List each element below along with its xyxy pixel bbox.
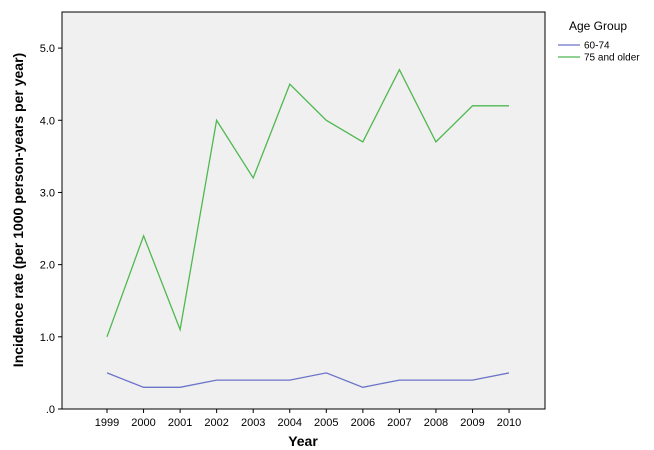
x-tick-label: 2008	[424, 417, 448, 429]
x-tick-label: 2000	[131, 417, 155, 429]
legend-title: Age Group	[569, 19, 627, 33]
y-tick-label: 3.0	[40, 187, 55, 199]
legend-label: 75 and older	[584, 53, 640, 64]
series-lines	[106, 68, 510, 388]
x-axis-title: Year	[288, 433, 318, 449]
x-tick-label: 2002	[204, 417, 228, 429]
y-tick-label: 1.0	[40, 332, 55, 344]
x-tick-label: 2006	[351, 417, 375, 429]
legend-label: 60-74	[584, 41, 610, 52]
y-tick-label: .0	[46, 404, 55, 416]
series-line-60-74	[106, 372, 510, 388]
x-tick-label: 2003	[241, 417, 265, 429]
y-tick-label: 5.0	[40, 43, 55, 55]
x-tick-label: 2009	[460, 417, 484, 429]
x-tick-label: 2004	[278, 417, 302, 429]
x-tick-label: 2005	[314, 417, 338, 429]
y-tick-label: 4.0	[40, 115, 55, 127]
plot-area	[61, 11, 546, 410]
y-axis-title: Incidence rate (per 1000 person-years pe…	[10, 53, 26, 367]
x-axis: 1999 2000 2001 2002 2003 2004 2005 2006 2007 2008…	[95, 409, 521, 429]
x-tick-label: 2001	[168, 417, 192, 429]
x-tick-label: 2010	[497, 417, 521, 429]
x-tick-label: 2007	[387, 417, 411, 429]
x-tick-label: 1999	[95, 417, 119, 429]
y-axis: .0 1.0 2.0 3.0 4.0 5.0	[40, 43, 62, 416]
y-tick-label: 2.0	[40, 260, 55, 272]
series-line-75-and-older	[106, 68, 509, 338]
